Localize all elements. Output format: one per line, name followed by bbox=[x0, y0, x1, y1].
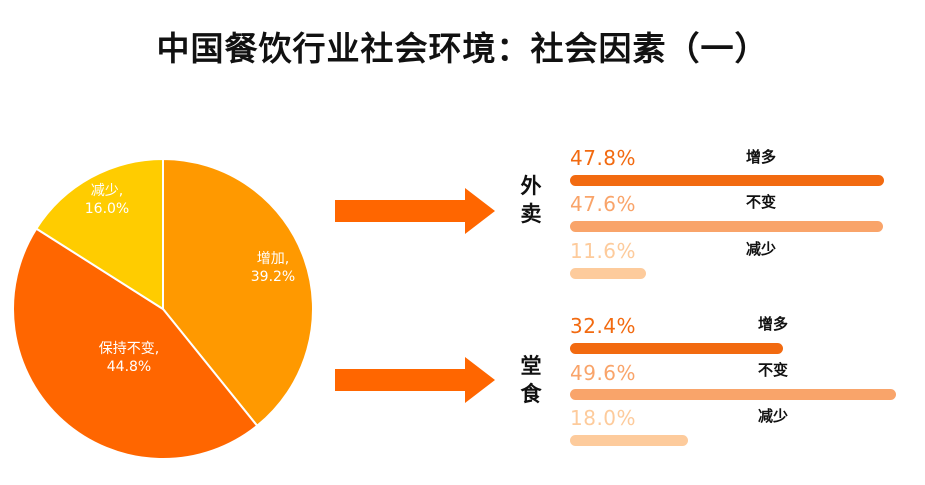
pie-slice-increase bbox=[162, 157, 314, 428]
dinein-same-label: 不变 bbox=[758, 361, 789, 379]
takeout-increase-bar bbox=[570, 175, 885, 186]
dinein-same-bar bbox=[570, 389, 896, 400]
takeout-increase-label: 增多 bbox=[746, 148, 777, 166]
dinein-increase-value: 32.4% bbox=[570, 314, 637, 338]
dinein-increase-bar bbox=[570, 343, 783, 354]
takeout-same-bar bbox=[570, 221, 883, 232]
pie-label-increase-value: 39.2% bbox=[250, 269, 296, 285]
section-label-takeout: 外卖 bbox=[520, 174, 542, 226]
dinein-decrease-label: 减少 bbox=[758, 407, 789, 425]
takeout-decrease-bar bbox=[570, 268, 647, 279]
takeout-decrease-label: 减少 bbox=[746, 240, 777, 258]
dinein-increase-label: 增多 bbox=[758, 315, 789, 333]
pie-label-increase: 增加, 39.2% bbox=[238, 250, 308, 286]
pie-label-decrease-value: 16.0% bbox=[84, 201, 130, 217]
arrow-right-icon bbox=[335, 357, 495, 403]
dinein-decrease-bar bbox=[570, 435, 689, 446]
pie-label-same-value: 44.8% bbox=[106, 359, 152, 375]
pie-label-increase-name: 增加, bbox=[256, 251, 290, 267]
section-label-dine-in: 堂食 bbox=[520, 354, 542, 406]
pie-label-decrease-name: 减少, bbox=[90, 183, 124, 199]
pie-label-same: 保持不变, 44.8% bbox=[84, 340, 174, 376]
takeout-decrease-value: 11.6% bbox=[570, 239, 637, 263]
page-title: 中国餐饮行业社会环境：社会因素（一） bbox=[156, 29, 769, 68]
dinein-decrease-value: 18.0% bbox=[570, 406, 637, 430]
takeout-same-value: 47.6% bbox=[570, 192, 637, 216]
pie-slice-decrease bbox=[34, 157, 164, 311]
pie-label-same-name: 保持不变, bbox=[98, 341, 160, 357]
takeout-increase-value: 47.8% bbox=[570, 146, 637, 170]
takeout-same-label: 不变 bbox=[746, 193, 777, 211]
arrow-right-icon bbox=[335, 188, 495, 234]
pie-chart bbox=[12, 157, 314, 460]
pie-slice-same bbox=[12, 227, 259, 460]
pie-label-decrease: 减少, 16.0% bbox=[72, 182, 142, 218]
dinein-same-value: 49.6% bbox=[570, 361, 637, 385]
